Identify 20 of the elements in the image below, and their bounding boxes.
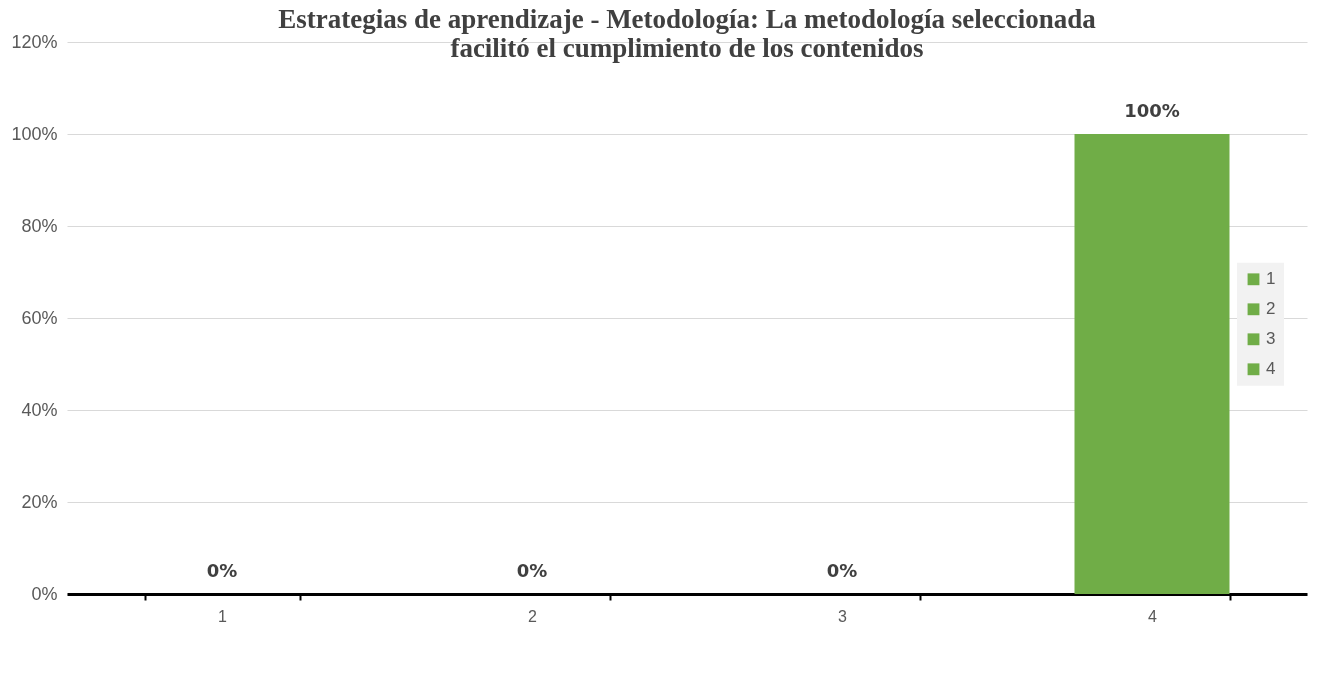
y-tick-label: 40% bbox=[21, 399, 58, 420]
data-label: 100% bbox=[1124, 100, 1180, 121]
data-label: 0% bbox=[206, 560, 238, 581]
data-label: 0% bbox=[826, 560, 858, 581]
legend-label: 1 bbox=[1266, 269, 1276, 289]
y-tick-label: 20% bbox=[21, 491, 58, 512]
x-tick-label: 4 bbox=[1148, 607, 1158, 625]
x-tick-label: 3 bbox=[838, 607, 848, 625]
y-tick-label: 60% bbox=[21, 307, 58, 328]
legend-label: 3 bbox=[1266, 329, 1276, 349]
legend-label: 2 bbox=[1266, 299, 1276, 319]
x-tick-label: 2 bbox=[528, 607, 538, 625]
y-tick-label: 120% bbox=[11, 31, 58, 52]
y-tick-label: 80% bbox=[21, 215, 58, 236]
y-tick-label: 100% bbox=[11, 123, 58, 144]
x-tick-label: 1 bbox=[218, 607, 228, 625]
data-label: 0% bbox=[516, 560, 548, 581]
y-tick-label: 0% bbox=[31, 583, 58, 604]
chart-title: Estrategias de aprendizaje - Metodología: La metodología seleccionada facilitó el cumplimiento de los contenidos bbox=[278, 4, 1097, 63]
legend-label: 4 bbox=[1266, 359, 1276, 379]
